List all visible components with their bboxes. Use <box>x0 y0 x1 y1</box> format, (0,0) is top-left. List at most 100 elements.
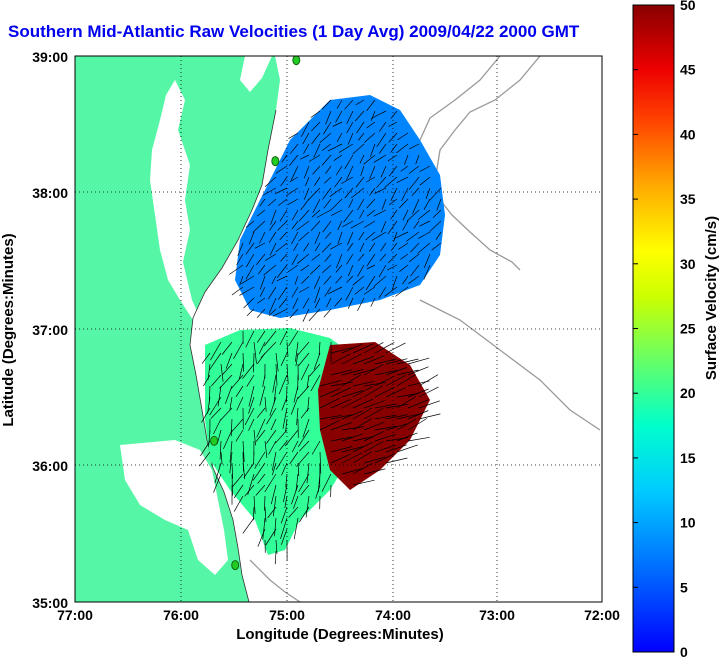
velocity-vector <box>268 308 277 316</box>
velocity-vector <box>347 264 354 277</box>
velocity-vector <box>374 358 397 365</box>
southern-offshore-jet <box>318 342 430 490</box>
velocity-vector <box>423 264 431 280</box>
colorbar-tick-label: 25 <box>680 321 696 337</box>
velocity-vector <box>278 286 288 300</box>
velocity-vector <box>256 407 266 419</box>
velocity-vector <box>333 154 343 161</box>
velocity-vector <box>323 275 332 285</box>
velocity-vector <box>398 198 409 209</box>
velocity-vector <box>347 297 354 309</box>
velocity-vector <box>399 264 409 272</box>
velocity-vector <box>233 495 244 512</box>
velocity-vector <box>410 264 420 277</box>
velocity-vector <box>291 484 299 505</box>
colorbar-tick-label: 45 <box>680 62 696 78</box>
velocity-vector <box>334 176 343 188</box>
velocity-vector <box>257 473 266 484</box>
velocity-vector <box>289 154 299 166</box>
velocity-vector <box>256 209 266 217</box>
velocity-vector <box>262 187 277 196</box>
velocity-vector <box>378 264 387 278</box>
velocity-vector <box>259 198 266 207</box>
velocity-vector <box>246 308 255 317</box>
velocity-vector <box>220 451 223 465</box>
velocity-vector <box>264 396 267 412</box>
northern-field <box>235 95 445 318</box>
velocity-vector <box>233 484 244 499</box>
velocity-vector <box>298 286 310 293</box>
velocity-vector <box>358 253 365 262</box>
velocity-vector <box>363 400 385 409</box>
velocity-vector <box>314 286 321 303</box>
velocity-vector <box>248 396 255 414</box>
velocity-vector <box>415 154 420 165</box>
velocity-vector <box>298 352 310 366</box>
velocity-vector <box>390 110 398 119</box>
velocity-vector <box>401 187 409 202</box>
velocity-vector <box>352 343 374 354</box>
y-axis-ticks: 39:00 38:00 37:00 36:00 35:00 <box>32 49 68 611</box>
velocity-vector <box>280 506 288 524</box>
velocity-vector <box>268 286 277 300</box>
x-axis-ticks: 77:00 76:00 75:00 74:00 73:00 72:00 <box>57 607 620 623</box>
velocity-vector <box>341 433 363 442</box>
velocity-vector <box>360 165 365 176</box>
velocity-vector <box>275 539 278 554</box>
velocity-vector <box>370 297 376 307</box>
y-tick: 37:00 <box>32 322 68 338</box>
velocity-vector <box>319 380 342 387</box>
velocity-vector <box>370 143 376 157</box>
velocity-vector <box>363 382 386 387</box>
x-tick: 75:00 <box>269 607 305 623</box>
velocity-vector <box>237 242 244 257</box>
velocity-vector <box>255 484 266 496</box>
velocity-vector <box>257 264 266 275</box>
radar-station-marker <box>210 435 219 446</box>
velocity-vector <box>407 399 429 409</box>
velocity-vector <box>300 121 310 137</box>
velocity-vector <box>211 374 222 387</box>
velocity-vector <box>366 253 376 267</box>
velocity-vector <box>335 264 343 273</box>
velocity-vector <box>366 99 376 112</box>
radar-station-marker <box>292 56 301 66</box>
velocity-vector <box>309 264 321 275</box>
velocity-vector <box>387 264 398 271</box>
velocity-vector <box>341 446 364 453</box>
velocity-vector <box>269 220 277 231</box>
velocity-vector <box>363 342 384 354</box>
velocity-vector <box>201 407 211 423</box>
velocity-vector <box>418 400 440 409</box>
velocity-vector <box>324 286 332 297</box>
velocity-vector <box>406 209 420 222</box>
velocity-vector <box>287 198 299 205</box>
velocity-vector <box>217 385 222 407</box>
velocity-vector <box>398 242 409 250</box>
velocity-vector <box>274 550 277 565</box>
velocity-vector <box>410 242 420 253</box>
velocity-vector <box>311 253 321 261</box>
velocity-vector <box>291 231 299 245</box>
velocity-vector <box>347 132 354 145</box>
velocity-vector <box>407 366 429 376</box>
velocity-vector <box>244 484 255 497</box>
velocity-vector <box>275 352 279 372</box>
velocity-vector <box>252 506 255 521</box>
coastline <box>189 109 277 602</box>
velocity-vector <box>400 253 409 260</box>
velocity-vector <box>374 433 397 442</box>
velocity-vector <box>257 297 266 304</box>
colorbar-tick-label: 15 <box>680 450 696 466</box>
y-tick: 39:00 <box>32 49 68 65</box>
velocity-vector <box>429 220 442 232</box>
velocity-vector <box>311 132 321 145</box>
velocity-vector <box>346 165 354 181</box>
velocity-vector <box>245 330 255 348</box>
velocity-vector <box>232 473 244 488</box>
velocity-vector <box>278 198 288 206</box>
velocity-vector <box>243 297 255 309</box>
velocity-vector <box>279 231 288 241</box>
hf-radar-stations <box>210 56 301 571</box>
velocity-vector <box>417 242 431 254</box>
